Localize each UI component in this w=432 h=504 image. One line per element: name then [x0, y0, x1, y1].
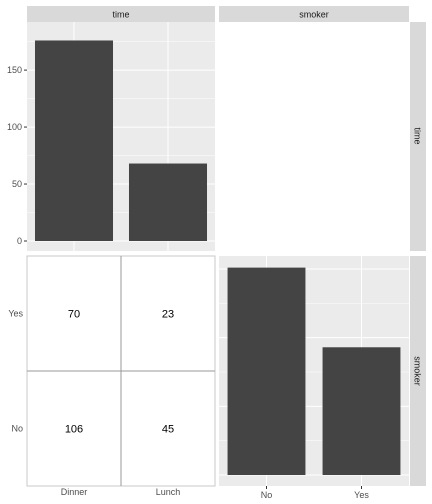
bar-lunch [128, 163, 208, 241]
table-cell: 23 [162, 309, 174, 321]
strip-col-time-label: time [112, 10, 129, 20]
row-label: No [11, 424, 23, 434]
x-tick-label: No [261, 490, 273, 500]
strip-row-time [410, 22, 426, 251]
column-label: Dinner [61, 487, 88, 497]
panel-background [219, 22, 409, 251]
panel-time-time: 0 50 100 150 [7, 22, 215, 251]
panel-smoker-smoker: No Yes [219, 256, 409, 500]
bar-no [227, 267, 306, 475]
y-tick-label: 100 [7, 122, 22, 132]
y-tick-label: 50 [12, 179, 22, 189]
strip-col-smoker [219, 6, 409, 22]
strip-row-smoker [410, 256, 426, 486]
panel-smoker-time-empty [219, 22, 409, 251]
strip-col-smoker-label: smoker [299, 10, 329, 20]
y-tick-label: 0 [17, 236, 22, 246]
bar-dinner [34, 40, 114, 242]
strip-row-smoker-label: smoker [413, 356, 423, 386]
row-label: Yes [8, 309, 23, 319]
column-label: Lunch [156, 487, 181, 497]
x-tick-label: Yes [354, 490, 369, 500]
panel-time-smoker-table: 70 23 Yes 106 45 No Dinner Lunch [8, 255, 216, 497]
table-cell: 70 [68, 309, 80, 321]
strip-row-time-label: time [413, 127, 423, 144]
table-cell: 45 [162, 424, 174, 436]
bar-yes [322, 347, 401, 475]
y-tick-label: 150 [7, 65, 22, 75]
strip-col-time [27, 6, 215, 22]
table-cell: 106 [65, 424, 83, 436]
